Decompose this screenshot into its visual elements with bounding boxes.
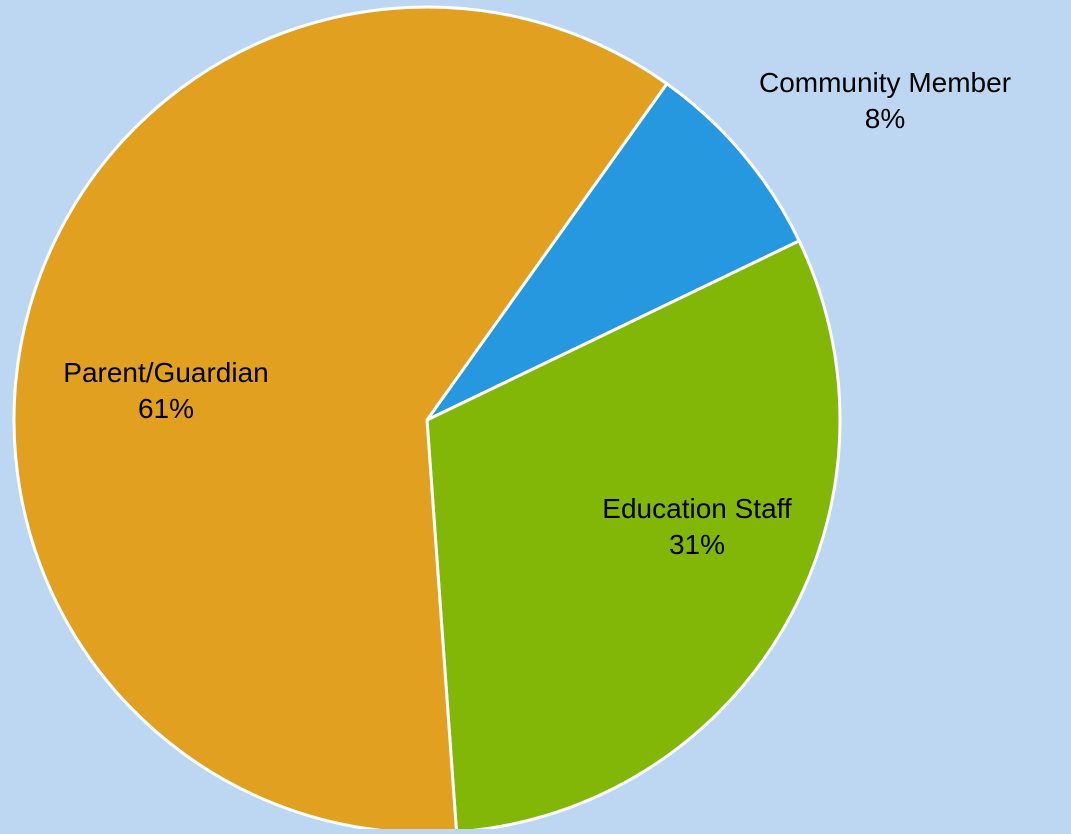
slice-label-community-member: Community Member [759,67,1011,98]
pie-slice-parent-guardian [12,5,669,834]
slice-value-community-member: 8% [865,103,905,134]
pie-slice-community-member [425,82,801,422]
slice-label-parent-guardian: Parent/Guardian [63,357,268,388]
slice-value-parent-guardian: 61% [138,393,194,424]
slice-value-education-staff: 31% [669,529,725,560]
slice-label-education-staff: Education Staff [602,493,792,524]
pie-labels: Community Member 8% Education Staff 31% Pare… [63,67,1011,560]
pie-slice-education-staff [425,239,842,834]
pie-slices [12,5,842,834]
